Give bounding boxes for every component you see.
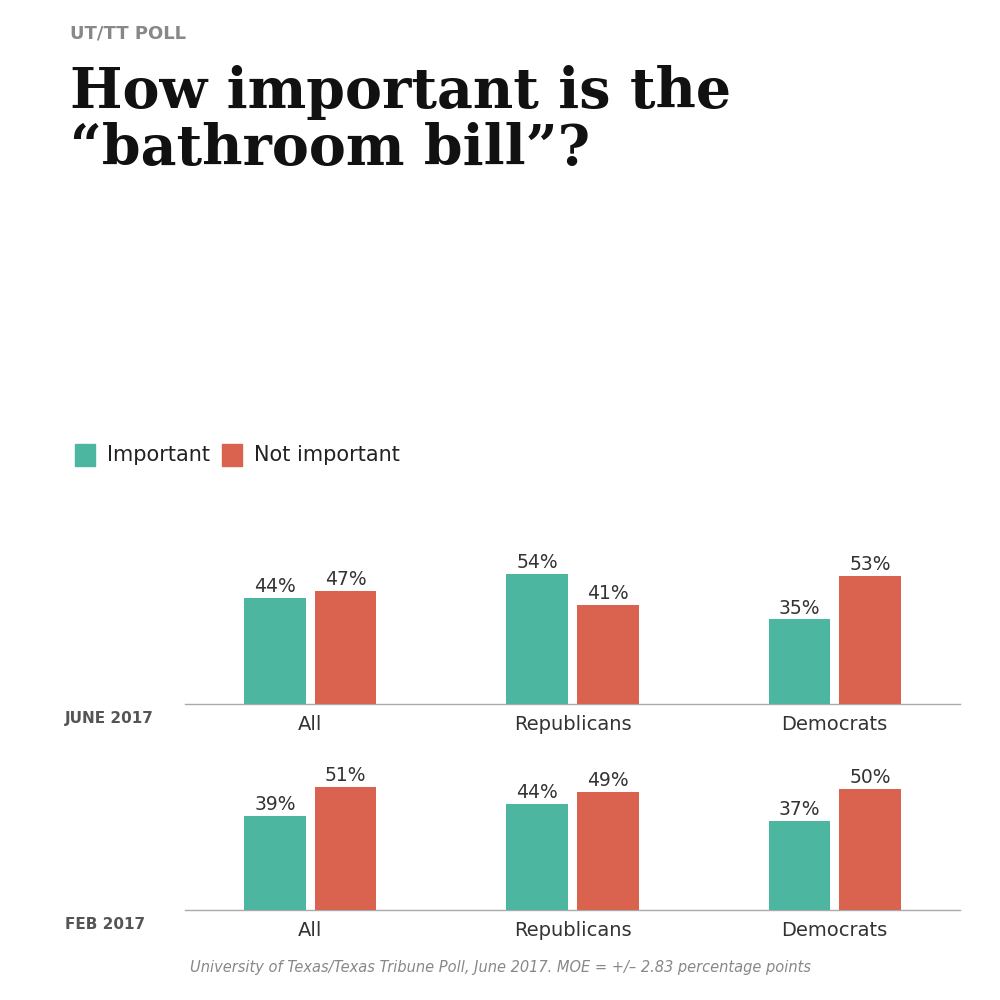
Bar <box>506 574 568 704</box>
Text: 47%: 47% <box>325 570 367 589</box>
Text: 53%: 53% <box>849 555 891 574</box>
Text: University of Texas/Texas Tribune Poll, June 2017. MOE = +/– 2.83 percentage poi: University of Texas/Texas Tribune Poll, … <box>190 960 810 975</box>
Bar <box>506 804 568 910</box>
Text: 35%: 35% <box>779 599 820 618</box>
Text: FEB 2017: FEB 2017 <box>65 917 145 932</box>
Text: Important: Important <box>107 445 210 465</box>
Text: 50%: 50% <box>849 768 891 787</box>
Text: JUNE 2017: JUNE 2017 <box>65 711 154 726</box>
Bar <box>244 816 306 910</box>
Bar <box>577 792 639 910</box>
Bar <box>769 619 830 704</box>
Bar <box>315 787 376 910</box>
Text: Not important: Not important <box>254 445 400 465</box>
Text: 49%: 49% <box>587 771 629 790</box>
Text: How important is the
“bathroom bill”?: How important is the “bathroom bill”? <box>70 65 731 177</box>
Text: 37%: 37% <box>779 800 820 819</box>
Text: 54%: 54% <box>516 553 558 572</box>
Text: 51%: 51% <box>325 766 366 785</box>
Bar <box>315 591 376 704</box>
Text: UT/TT POLL: UT/TT POLL <box>70 25 186 43</box>
Bar <box>839 576 901 704</box>
Bar <box>244 598 306 704</box>
Text: 41%: 41% <box>587 584 629 603</box>
Bar <box>839 789 901 910</box>
Bar <box>769 821 830 910</box>
Text: 44%: 44% <box>254 577 296 596</box>
Text: 44%: 44% <box>516 783 558 802</box>
Bar <box>577 605 639 704</box>
Text: 39%: 39% <box>254 795 296 814</box>
